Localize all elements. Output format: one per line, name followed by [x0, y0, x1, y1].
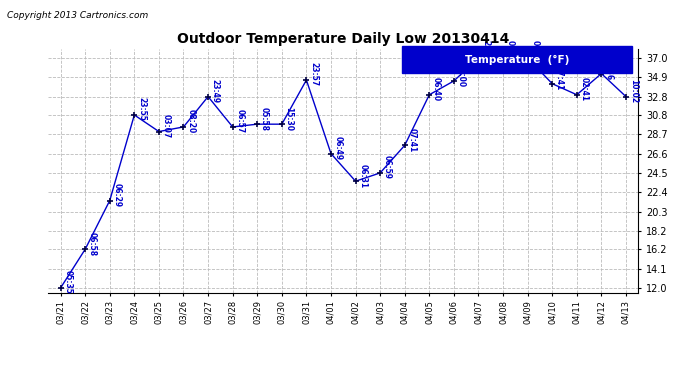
Text: 05:35: 05:35 [63, 270, 72, 294]
Text: Copyright 2013 Cartronics.com: Copyright 2013 Cartronics.com [7, 11, 148, 20]
Text: 06:49: 06:49 [334, 136, 343, 160]
Text: 07:41: 07:41 [555, 66, 564, 90]
Text: 05:58: 05:58 [260, 106, 269, 130]
Text: Temperature  (°F): Temperature (°F) [465, 55, 569, 65]
Text: 06:29: 06:29 [112, 183, 121, 207]
Text: 00:00: 00:00 [457, 63, 466, 87]
Text: 06:58: 06:58 [88, 232, 97, 256]
Text: 07:41: 07:41 [408, 128, 417, 152]
Text: 03:07: 03:07 [161, 114, 170, 138]
Text: 06:41: 06:41 [531, 40, 540, 64]
Title: Outdoor Temperature Daily Low 20130414: Outdoor Temperature Daily Low 20130414 [177, 32, 509, 46]
Text: 23:55: 23:55 [137, 98, 146, 122]
Text: 23:55: 23:55 [481, 40, 491, 64]
Text: 23:57: 23:57 [309, 62, 318, 87]
Text: 08:20: 08:20 [186, 109, 195, 134]
Text: 02:41: 02:41 [580, 77, 589, 101]
Text: 06:59: 06:59 [383, 155, 392, 179]
Text: 23:36: 23:36 [604, 56, 613, 80]
Text: 10:02: 10:02 [629, 79, 638, 103]
Text: 23:49: 23:49 [211, 79, 220, 103]
Text: 15:30: 15:30 [284, 106, 294, 130]
Text: 06:40: 06:40 [432, 77, 441, 101]
Text: 06:31: 06:31 [358, 164, 367, 188]
Text: 06:57: 06:57 [235, 110, 244, 134]
FancyBboxPatch shape [402, 46, 632, 73]
Text: 00:38: 00:38 [506, 40, 515, 64]
